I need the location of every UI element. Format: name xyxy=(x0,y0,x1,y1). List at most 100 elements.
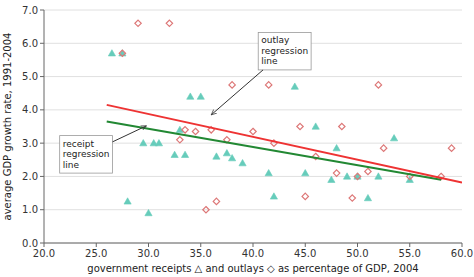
tick-mark xyxy=(44,243,45,247)
y-axis-label: average GDP growth rate, 1991-2004 xyxy=(2,33,13,221)
point xyxy=(197,93,204,99)
point xyxy=(250,128,256,134)
tick-mark xyxy=(40,243,44,244)
point xyxy=(265,82,271,88)
scatter-series xyxy=(119,20,455,213)
point xyxy=(297,123,303,129)
point xyxy=(155,140,162,146)
point xyxy=(182,127,188,133)
annotation-arrow xyxy=(211,70,263,115)
grid-line xyxy=(44,243,462,244)
tick-label: 3.0 xyxy=(22,138,38,149)
tick-label: 2.0 xyxy=(22,171,38,182)
point xyxy=(380,145,386,151)
point xyxy=(187,93,194,99)
chart: 0.01.02.03.04.05.06.07.020.025.030.035.0… xyxy=(0,0,474,277)
point xyxy=(270,193,277,199)
tick-mark xyxy=(200,243,201,247)
point xyxy=(448,145,454,151)
point xyxy=(203,207,209,213)
point xyxy=(223,150,230,156)
tick-label: 20.0 xyxy=(33,248,55,259)
point xyxy=(375,173,382,179)
regression-line xyxy=(107,122,441,180)
point xyxy=(365,168,371,174)
annotation: receiptregressionline xyxy=(60,126,147,173)
point xyxy=(333,145,340,151)
point xyxy=(364,194,371,200)
annotation-box xyxy=(60,136,113,174)
point xyxy=(192,128,198,134)
point xyxy=(140,140,147,146)
tick-label: 30.0 xyxy=(137,248,159,259)
point xyxy=(312,123,319,129)
point xyxy=(333,170,339,176)
point xyxy=(354,173,361,179)
tick-mark xyxy=(40,76,44,77)
tick-mark xyxy=(253,243,254,247)
grid-line xyxy=(44,10,462,11)
point xyxy=(108,50,115,56)
point xyxy=(181,151,188,157)
point xyxy=(343,173,350,179)
point xyxy=(291,83,298,89)
tick-label: 25.0 xyxy=(85,248,107,259)
annotation-text: receiptregressionline xyxy=(63,139,110,170)
tick-mark xyxy=(40,143,44,144)
grid-line xyxy=(44,209,462,210)
point xyxy=(328,176,335,182)
tick-label: 60.0 xyxy=(451,248,473,259)
x-axis-label: government receipts △ and outlays ◇ as p… xyxy=(87,263,418,274)
tick-mark xyxy=(40,10,44,11)
point xyxy=(171,151,178,157)
point xyxy=(375,82,381,88)
point xyxy=(213,153,220,159)
point xyxy=(349,195,355,201)
grid-line xyxy=(44,43,462,44)
grid-line xyxy=(44,176,462,177)
point xyxy=(119,50,126,56)
annotation: outlayregressionline xyxy=(211,32,311,114)
annotation-box xyxy=(258,32,311,70)
tick-label: 45.0 xyxy=(294,248,316,259)
scatter-series xyxy=(108,50,413,216)
grid-line xyxy=(44,76,462,77)
tick-label: 50.0 xyxy=(346,248,368,259)
point xyxy=(177,137,183,143)
point xyxy=(239,160,246,166)
point xyxy=(354,173,360,179)
grid-line xyxy=(44,109,462,110)
tick-mark xyxy=(409,243,410,247)
point xyxy=(229,155,236,161)
tick-mark xyxy=(462,243,463,247)
x-axis: 20.025.030.035.040.045.050.055.060.0 xyxy=(33,243,473,259)
plot-area xyxy=(107,20,462,216)
tick-mark xyxy=(148,243,149,247)
tick-label: 4.0 xyxy=(22,104,38,115)
point xyxy=(229,82,235,88)
point xyxy=(119,50,125,56)
tick-label: 40.0 xyxy=(242,248,264,259)
tick-label: 1.0 xyxy=(22,204,38,215)
y-axis-line xyxy=(44,10,45,243)
tick-mark xyxy=(40,109,44,110)
plot-background xyxy=(44,10,462,243)
regression-line xyxy=(107,105,462,183)
point xyxy=(135,20,141,26)
tick-mark xyxy=(305,243,306,247)
tick-mark xyxy=(40,176,44,177)
point xyxy=(302,193,308,199)
annotation-arrow xyxy=(113,126,147,142)
annotations: outlayregressionline receiptregressionlin… xyxy=(60,32,311,173)
point xyxy=(302,170,309,176)
tick-mark xyxy=(40,43,44,44)
tick-mark xyxy=(40,209,44,210)
x-axis-line xyxy=(44,243,462,244)
point xyxy=(213,198,219,204)
point xyxy=(166,20,172,26)
point xyxy=(145,209,152,215)
tick-label: 6.0 xyxy=(22,38,38,49)
point xyxy=(339,123,345,129)
point xyxy=(390,135,397,141)
tick-mark xyxy=(96,243,97,247)
